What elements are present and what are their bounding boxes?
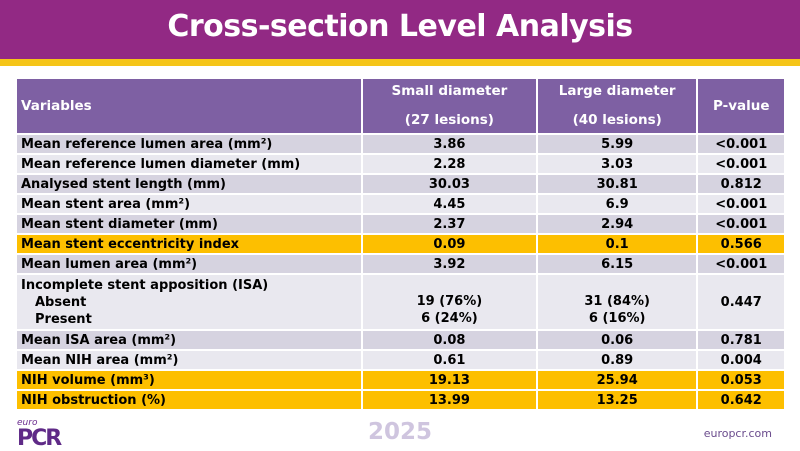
large-diameter-value: 31 (84%) 6 (16%): [535, 273, 699, 331]
row-label: Analysed stent length (mm): [15, 173, 363, 195]
accent-band: [0, 59, 800, 66]
row-label: Mean NIH area (mm²): [15, 349, 363, 371]
p-value: 0.812: [696, 173, 786, 195]
p-value: <0.001: [696, 153, 786, 175]
column-header-large-title: Large diameter: [558, 83, 676, 99]
large-diameter-value: 0.89: [535, 349, 699, 371]
small-diameter-value: 30.03: [360, 173, 538, 195]
column-header-small: Small diameter (27 lesions): [360, 77, 538, 135]
row-label: Mean ISA area (mm²): [15, 329, 363, 351]
row-label: NIH volume (mm³): [15, 369, 363, 391]
table-row: NIH volume (mm³) 19.13 25.94 0.053: [15, 369, 786, 391]
column-header-pvalue: P-value: [696, 77, 786, 135]
p-value: 0.447: [696, 273, 786, 331]
column-header-large-count: (40 lesions): [572, 112, 662, 128]
table-row: Mean stent eccentricity index 0.09 0.1 0.56…: [15, 233, 786, 255]
row-label: NIH obstruction (%): [15, 389, 363, 411]
p-value: 0.053: [696, 369, 786, 391]
large-diameter-value: 13.25: [535, 389, 699, 411]
slide-title: Cross-section Level Analysis: [167, 9, 633, 44]
results-table: Variables Small diameter (27 lesions) La…: [15, 77, 786, 411]
isa-small-present: 6 (24%): [421, 311, 478, 326]
large-diameter-value: 0.1: [535, 233, 699, 255]
small-diameter-value: 13.99: [360, 389, 538, 411]
isa-large-absent: 31 (84%): [584, 294, 650, 309]
column-header-variables: Variables: [15, 77, 363, 135]
row-label: Mean reference lumen area (mm²): [15, 133, 363, 155]
p-value: 0.566: [696, 233, 786, 255]
large-diameter-value: 6.15: [535, 253, 699, 275]
row-label: Mean lumen area (mm²): [15, 253, 363, 275]
table-header-row: Variables Small diameter (27 lesions) La…: [15, 77, 786, 135]
p-value: <0.001: [696, 193, 786, 215]
small-diameter-value: 0.09: [360, 233, 538, 255]
table-row: Analysed stent length (mm) 30.03 30.81 0.81…: [15, 173, 786, 195]
small-diameter-value: 2.37: [360, 213, 538, 235]
p-value: <0.001: [696, 253, 786, 275]
large-diameter-value: 6.9: [535, 193, 699, 215]
column-header-small-title: Small diameter: [391, 83, 508, 99]
p-value: 0.642: [696, 389, 786, 411]
small-diameter-value: 4.45: [360, 193, 538, 215]
table-row: Mean ISA area (mm²) 0.08 0.06 0.781: [15, 329, 786, 351]
p-value: <0.001: [696, 133, 786, 155]
table-row: Mean NIH area (mm²) 0.61 0.89 0.004: [15, 349, 786, 371]
row-label: Mean stent area (mm²): [15, 193, 363, 215]
p-value: 0.781: [696, 329, 786, 351]
p-value: <0.001: [696, 213, 786, 235]
logo-pcr-text: PCR: [17, 426, 62, 451]
table-row: Mean reference lumen diameter (mm) 2.28 3.…: [15, 153, 786, 175]
large-diameter-value: 2.94: [535, 213, 699, 235]
large-diameter-value: 5.99: [535, 133, 699, 155]
website-link[interactable]: europcr.com: [703, 427, 772, 440]
large-diameter-value: 0.06: [535, 329, 699, 351]
row-label: Mean reference lumen diameter (mm): [15, 153, 363, 175]
p-value: 0.004: [696, 349, 786, 371]
column-header-small-count: (27 lesions): [404, 112, 494, 128]
row-label: Mean stent eccentricity index: [15, 233, 363, 255]
column-header-large: Large diameter (40 lesions): [535, 77, 699, 135]
small-diameter-value: 0.61: [360, 349, 538, 371]
small-diameter-value: 3.92: [360, 253, 538, 275]
isa-small-absent: 19 (76%): [416, 294, 483, 309]
year-label: 2025: [367, 419, 432, 445]
europcr-logo: euro PCR: [17, 418, 62, 451]
row-label: Incomplete stent apposition (ISA) Absent P…: [15, 273, 363, 331]
table-row: Mean lumen area (mm²) 3.92 6.15 <0.001: [15, 253, 786, 275]
title-bar: Cross-section Level Analysis: [0, 0, 800, 59]
small-diameter-value: 19 (76%) 6 (24%): [360, 273, 538, 331]
isa-present-label: Present: [35, 311, 92, 327]
large-diameter-value: 25.94: [535, 369, 699, 391]
small-diameter-value: 0.08: [360, 329, 538, 351]
isa-label: Incomplete stent apposition (ISA): [21, 277, 269, 293]
table-row-isa: Incomplete stent apposition (ISA) Absent P…: [15, 273, 786, 331]
isa-large-present: 6 (16%): [588, 311, 646, 326]
large-diameter-value: 3.03: [535, 153, 699, 175]
table-row: Mean stent area (mm²) 4.45 6.9 <0.001: [15, 193, 786, 215]
isa-absent-label: Absent: [35, 294, 87, 310]
table-row: Mean stent diameter (mm) 2.37 2.94 <0.001: [15, 213, 786, 235]
large-diameter-value: 30.81: [535, 173, 699, 195]
table-row: Mean reference lumen area (mm²) 3.86 5.99 <…: [15, 133, 786, 155]
logo-euro-text: euro: [17, 418, 38, 428]
small-diameter-value: 3.86: [360, 133, 538, 155]
small-diameter-value: 2.28: [360, 153, 538, 175]
table-row: NIH obstruction (%) 13.99 13.25 0.642: [15, 389, 786, 411]
small-diameter-value: 19.13: [360, 369, 538, 391]
row-label: Mean stent diameter (mm): [15, 213, 363, 235]
